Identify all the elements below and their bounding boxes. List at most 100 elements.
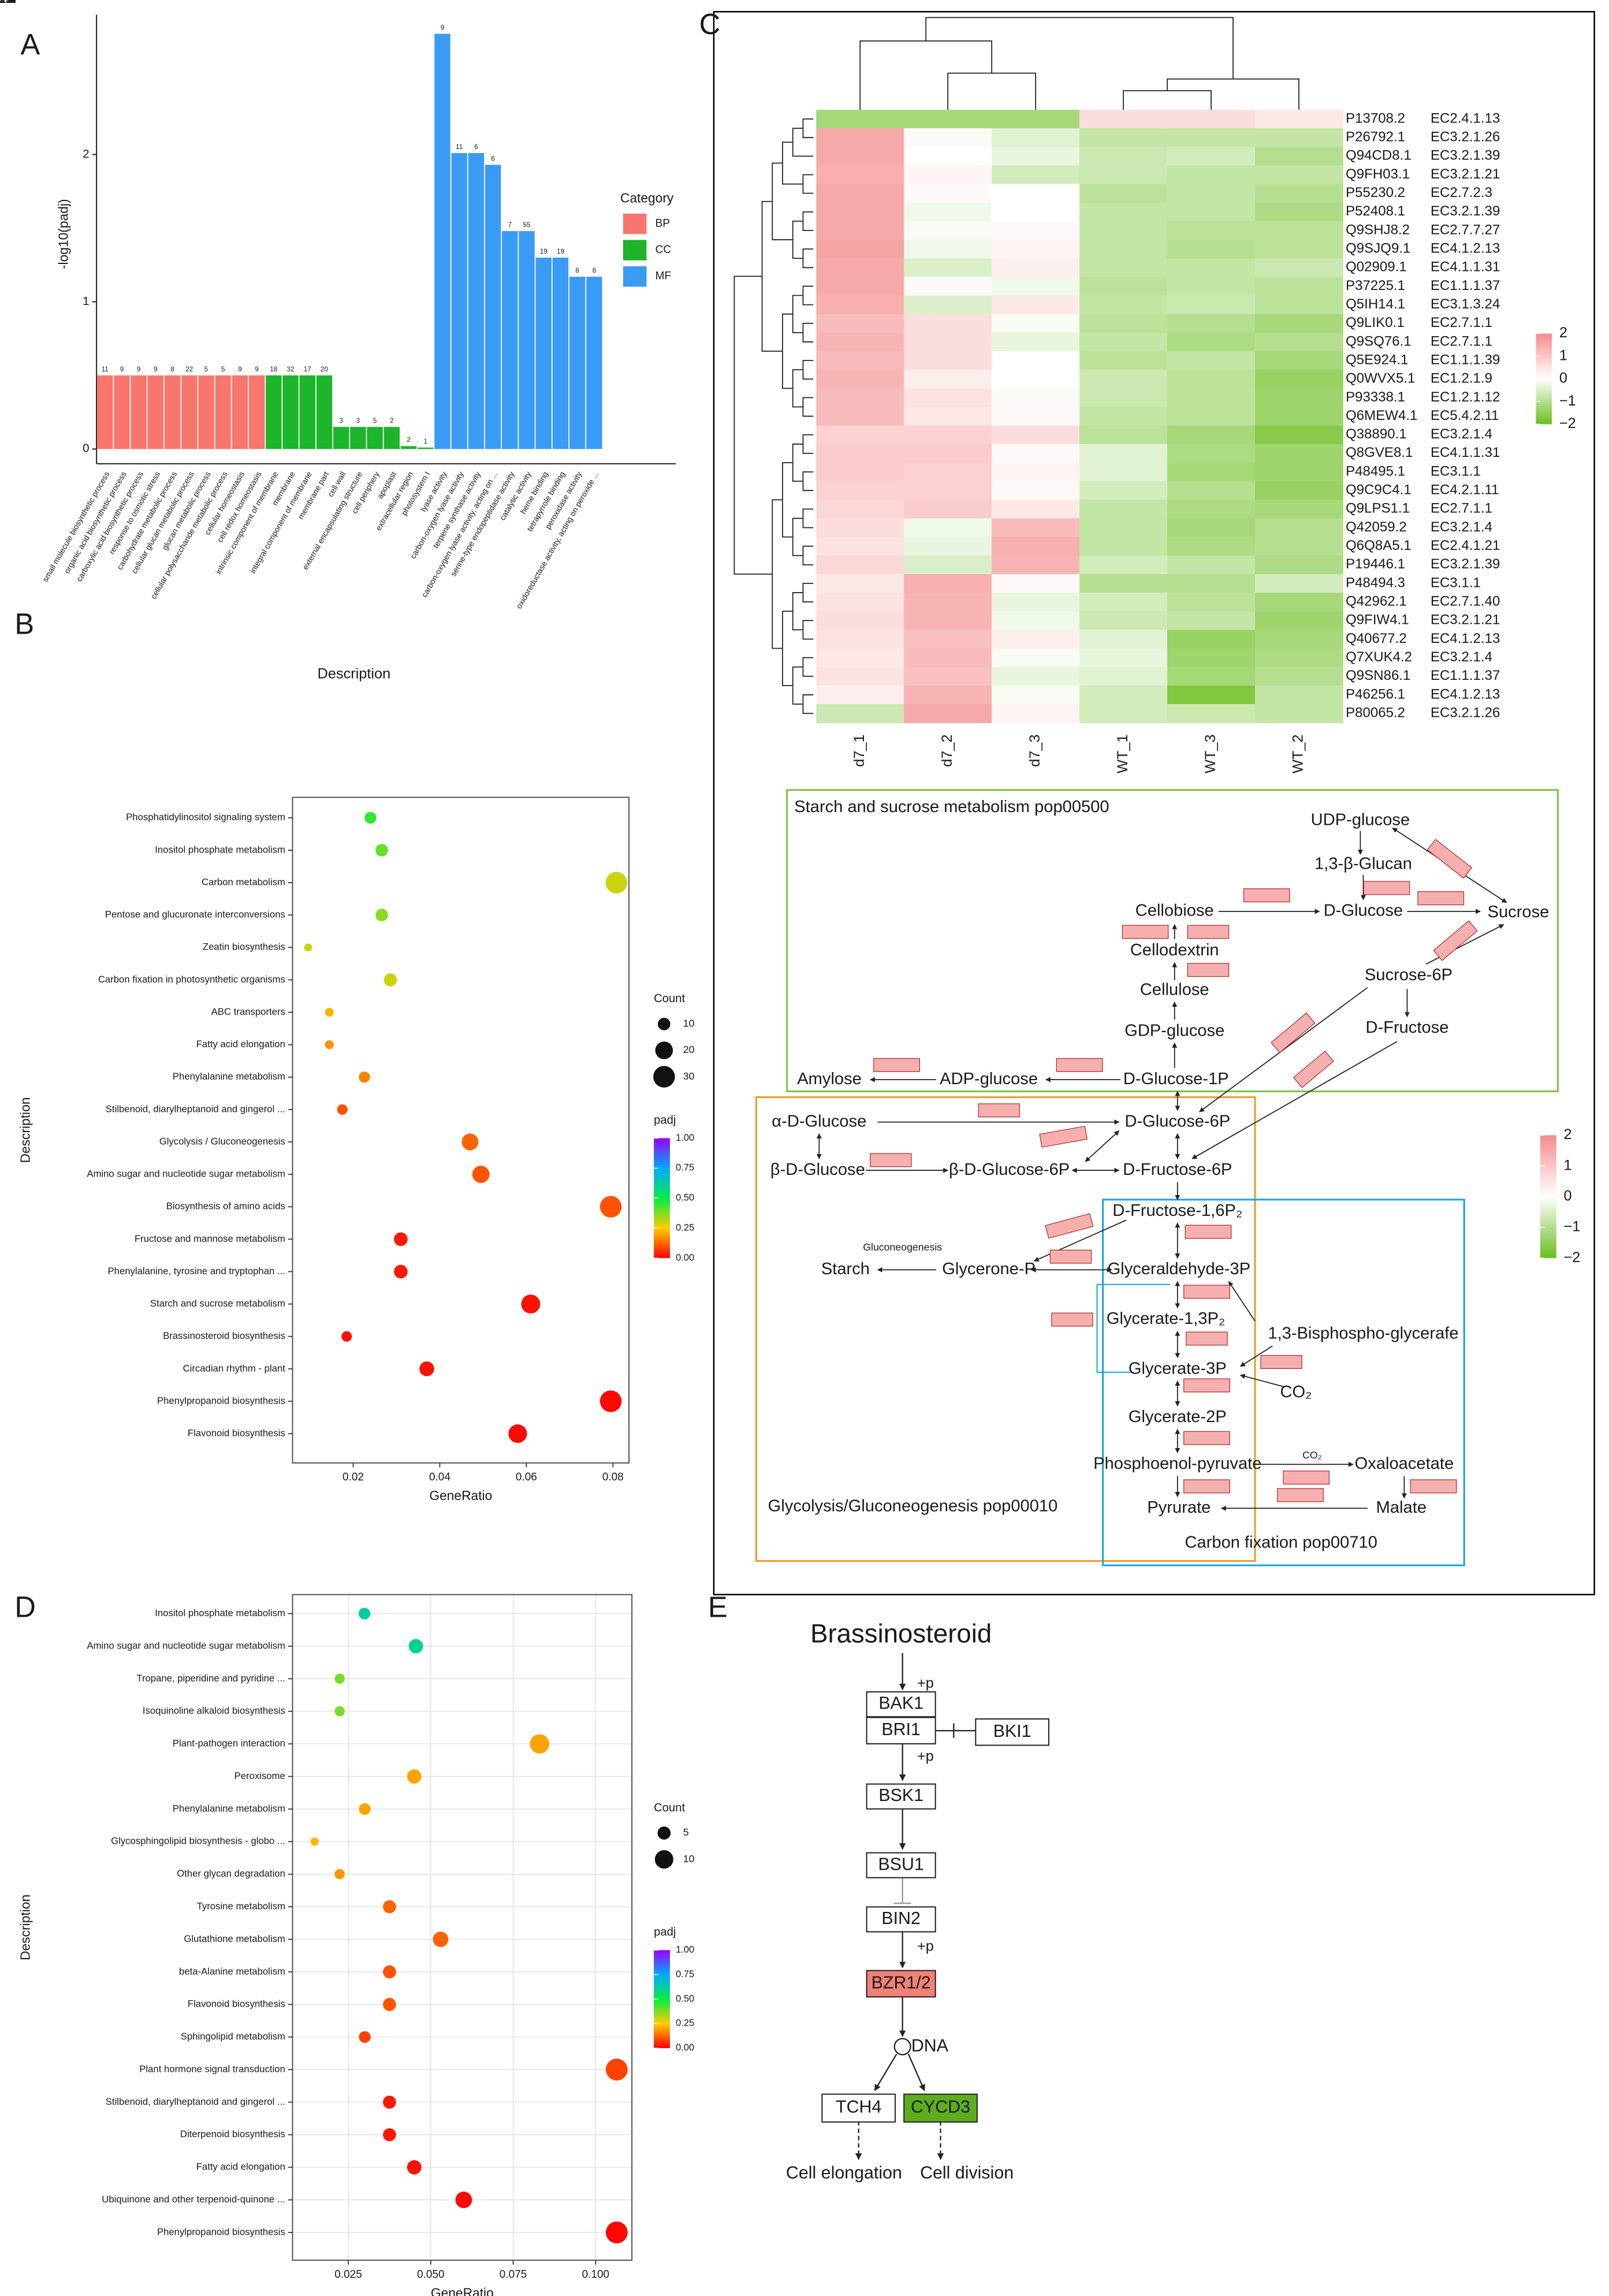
signal-box bbox=[975, 1718, 1049, 1746]
enzyme-label: 2.4.1.21 bbox=[0, 0, 16, 5]
heatmap-cell bbox=[1167, 574, 1256, 593]
heatmap-cell bbox=[992, 574, 1080, 593]
bar-label: 19 bbox=[557, 248, 564, 255]
heatmap-cell bbox=[992, 704, 1080, 723]
heatmap-cell bbox=[904, 295, 992, 315]
signal-node: BRI1 bbox=[881, 1720, 921, 1739]
y-axis-label: Description bbox=[18, 1097, 33, 1163]
row-ec-label: EC1.1.1.37 bbox=[1431, 278, 1500, 293]
y-tick-label: Starch and sucrose metabolism bbox=[150, 1298, 285, 1309]
enzyme bbox=[1183, 1378, 1230, 1393]
bar bbox=[232, 375, 248, 449]
y-tick-label: Flavonoid biosynthesis bbox=[188, 1999, 285, 2010]
heatmap-cell bbox=[816, 388, 904, 408]
enzyme bbox=[1056, 1058, 1103, 1072]
heatmap-cell bbox=[1079, 370, 1168, 389]
row-ec-label: EC2.4.1.13 bbox=[1431, 110, 1500, 126]
heatmap-cell bbox=[816, 704, 904, 723]
y-tick-label: Inositol phosphate metabolism bbox=[155, 1607, 285, 1618]
heatmap-cell bbox=[992, 240, 1080, 259]
bar-label: 55 bbox=[523, 221, 531, 229]
heatmap-cell bbox=[1255, 481, 1343, 501]
signal-box bbox=[866, 1970, 936, 1998]
bar-label: 7 bbox=[508, 221, 512, 229]
enzyme-box bbox=[1363, 881, 1410, 895]
pathway-node: D-Fructose bbox=[1365, 1018, 1448, 1037]
row-label: P52408.1 bbox=[1346, 203, 1405, 219]
heatmap-cell bbox=[992, 444, 1080, 463]
pathway-node: Sucrose bbox=[1488, 903, 1550, 921]
x-axis-label: Description bbox=[318, 665, 391, 682]
heatmap-cell bbox=[992, 370, 1080, 389]
bar-label: 18 bbox=[270, 366, 277, 373]
dot bbox=[472, 1166, 490, 1184]
pathway-node: D-Glucose-6P bbox=[1124, 1112, 1230, 1130]
x-tick-label: 0.02 bbox=[342, 1471, 364, 1483]
dot bbox=[383, 973, 397, 987]
row-ec-label: EC3.2.1.4 bbox=[1431, 649, 1492, 665]
heatmap-cell bbox=[1079, 574, 1168, 593]
heatmap-cell bbox=[816, 332, 904, 352]
heatmap-cell bbox=[1079, 184, 1168, 203]
heatmap-cell bbox=[904, 704, 992, 723]
heatmap-cell bbox=[904, 500, 992, 519]
dot bbox=[325, 1040, 334, 1050]
enzyme-box bbox=[1283, 1471, 1330, 1485]
y-tick-label: ABC transporters bbox=[211, 1006, 285, 1017]
region-title: Carbon fixation pop00710 bbox=[1185, 1534, 1377, 1552]
bar-label: 3 bbox=[356, 417, 360, 425]
dendrogram bbox=[792, 295, 803, 333]
pathway-node: D-Glucose bbox=[1324, 902, 1403, 920]
bar-label: 20 bbox=[321, 366, 328, 373]
heatmap-cell bbox=[1255, 537, 1343, 556]
dot bbox=[605, 2059, 628, 2081]
heatmap-cell bbox=[816, 537, 904, 556]
heatmap-cell bbox=[816, 425, 904, 445]
heatmap-cell bbox=[904, 407, 992, 426]
heatmap-cell bbox=[904, 481, 992, 501]
y-tick-label: Fatty acid elongation bbox=[196, 1039, 285, 1050]
enzyme bbox=[870, 1153, 912, 1167]
heatmap-cell bbox=[1167, 648, 1256, 668]
heatmap-cell bbox=[1167, 351, 1256, 370]
bar bbox=[131, 375, 147, 449]
size-legend-label: 20 bbox=[683, 1044, 695, 1055]
heatmap-cell bbox=[1167, 555, 1256, 575]
y-tick-label: Phenylalanine metabolism bbox=[173, 1071, 285, 1082]
heatmap-cell bbox=[1255, 147, 1343, 166]
row-label: Q9SHJ8.2 bbox=[1346, 222, 1410, 237]
pathway-node: Glyceraldehyde-3P bbox=[1108, 1260, 1251, 1278]
row-ec-label: EC3.2.1.39 bbox=[1431, 556, 1500, 572]
row-label: Q5IH14.1 bbox=[1346, 296, 1405, 312]
heatmap-cell bbox=[904, 593, 992, 612]
dot bbox=[359, 1071, 370, 1083]
y-tick-label: Pentose and glucuronate interconversions bbox=[105, 909, 285, 920]
colorbar-label: 1 bbox=[1563, 1157, 1571, 1173]
enzyme bbox=[1045, 1213, 1094, 1239]
heatmap-cell bbox=[1255, 425, 1343, 445]
row-label: Q0WVX5.1 bbox=[1346, 371, 1415, 386]
colorbar-label: 0.25 bbox=[676, 2018, 694, 2029]
dot bbox=[433, 1932, 449, 1947]
bar bbox=[434, 34, 450, 449]
pathway-arrow bbox=[1033, 1219, 1127, 1262]
enzyme-box bbox=[1045, 1213, 1094, 1239]
heatmap-cell bbox=[1079, 277, 1168, 296]
row-label: P37225.1 bbox=[1346, 278, 1405, 293]
heatmap-cell bbox=[816, 593, 904, 612]
dendrogram bbox=[802, 174, 814, 194]
enzyme-box bbox=[978, 1103, 1020, 1118]
bar-label: 11 bbox=[102, 366, 109, 373]
bar-label: 5 bbox=[373, 417, 377, 425]
signal-node: BIN2 bbox=[881, 1908, 921, 1928]
heatmap-cell bbox=[1167, 240, 1256, 259]
dot bbox=[461, 1133, 479, 1151]
heatmap-cell bbox=[1167, 295, 1256, 315]
pathway-node: 1,3-Bisphospho-glycerafe bbox=[1268, 1324, 1458, 1343]
pathway-node: β-D-Glucose bbox=[770, 1160, 865, 1179]
bar-label: 9 bbox=[120, 366, 124, 373]
heatmap-cell bbox=[1167, 332, 1256, 352]
dendrogram bbox=[802, 545, 814, 565]
bar bbox=[316, 375, 333, 449]
